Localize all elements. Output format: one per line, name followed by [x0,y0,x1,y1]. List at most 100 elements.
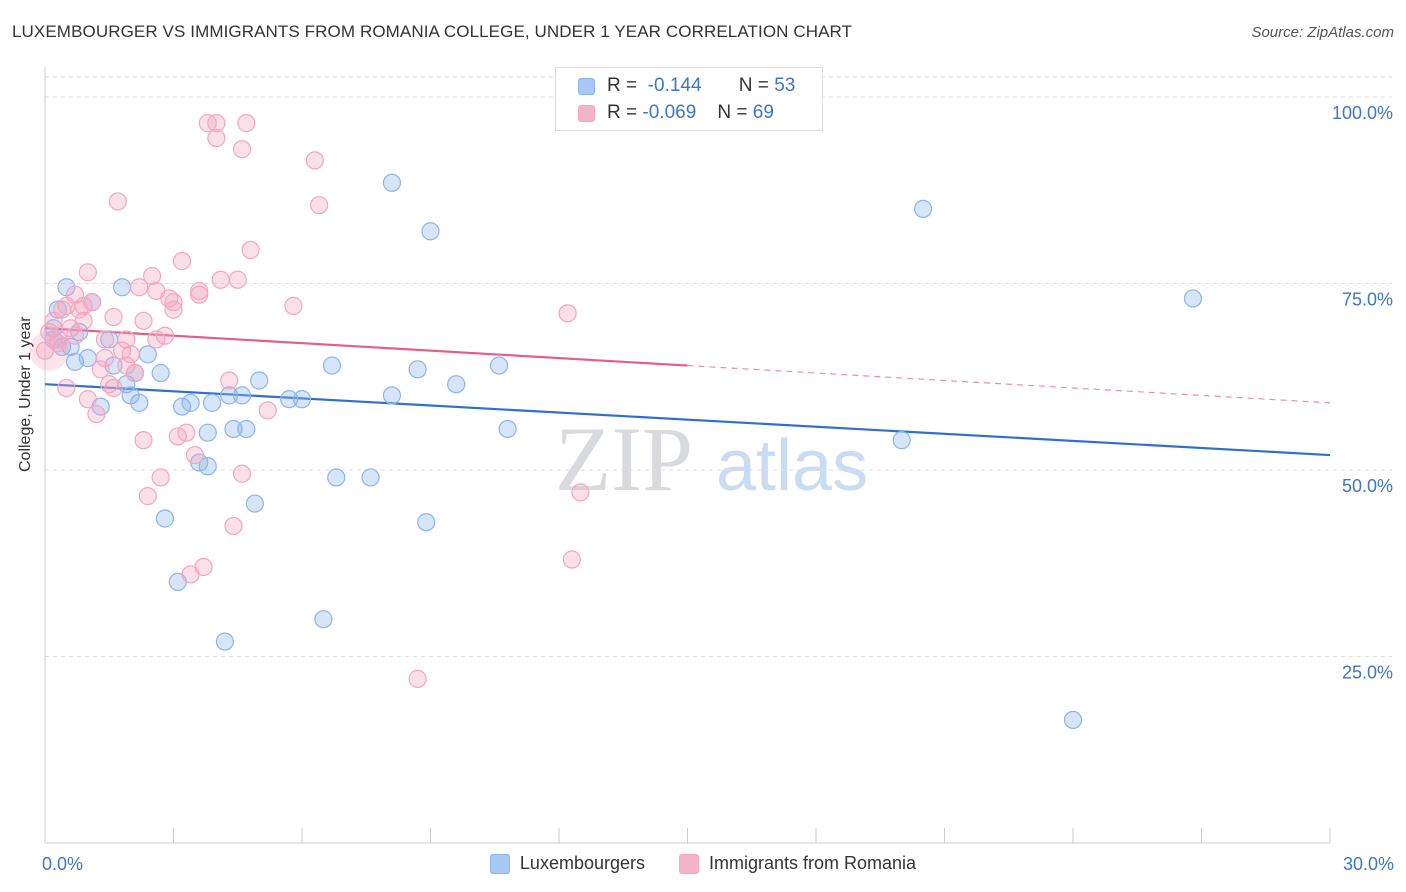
point-luxembourgers [361,468,380,487]
n-label: N = [717,102,748,123]
point-romania [207,114,226,133]
point-romania [164,300,183,319]
point-romania [207,128,226,148]
point-luxembourgers [215,632,234,651]
watermark-atlas: atlas [716,426,868,506]
source-label: Source: ZipAtlas.com [1251,24,1394,41]
point-romania [134,431,153,450]
point-romania [237,114,256,133]
y-tick-label: 50.0% [1342,476,1393,496]
point-romania [190,285,209,304]
r-label: R = [607,75,638,96]
point-romania [91,360,110,379]
y-axis-label: College, Under 1 year [17,316,34,472]
y-tick-label: 25.0% [1342,663,1393,683]
point-luxembourgers [138,345,157,364]
point-romania-cluster [29,330,70,371]
point-luxembourgers [382,173,402,192]
point-luxembourgers [232,386,252,405]
point-romania [78,390,97,409]
point-luxembourgers [1183,289,1203,308]
point-romania [74,311,93,330]
point-luxembourgers [382,386,402,405]
legend-swatch-romania [578,104,595,122]
point-romania [95,330,115,349]
point-romania [117,330,136,349]
point-romania [562,550,581,569]
point-romania [241,240,260,260]
n-value: 53 [774,75,796,96]
n-label: N = [738,75,769,96]
point-romania [134,311,153,330]
point-romania [305,151,324,170]
point-romania [571,483,590,502]
point-romania [232,140,252,159]
point-luxembourgers [447,375,466,394]
point-luxembourgers [417,513,436,532]
point-luxembourgers [421,222,440,241]
point-romania [151,468,170,487]
point-romania [65,326,85,345]
legend-swatch-luxembourgers [489,853,510,874]
point-romania [48,330,67,349]
point-luxembourgers [489,356,509,375]
point-romania [87,404,106,424]
point-luxembourgers [202,393,222,412]
r-value: -0.144 [647,75,702,96]
point-luxembourgers [245,494,264,513]
point-luxembourgers [198,423,217,442]
point-romania [558,304,577,323]
legend-swatch-romania [679,853,699,874]
point-romania [121,345,140,364]
point-luxembourgers [112,278,132,297]
legend-swatch-luxembourgers [578,77,595,95]
stats-legend-row-romania: R = -0.069 N = 69 [578,101,774,125]
legend-item-luxembourgers[interactable]: Luxembourgers [489,853,645,874]
x-tick-label: 30.0% [1343,854,1394,874]
point-romania [160,289,179,308]
point-romania [177,423,196,442]
r-value: -0.069 [642,102,697,123]
point-romania [185,445,205,465]
point-luxembourgers [1063,710,1083,730]
series-legend: Luxembourgers Immigrants from Romania [0,853,1406,874]
watermark-zip: ZIP [555,408,693,510]
point-romania [104,307,123,327]
trendline-romania-dashed [687,364,1331,404]
point-romania [232,464,252,483]
point-luxembourgers [280,390,299,409]
point-luxembourgers [322,356,342,375]
n-value: 69 [752,102,774,123]
point-romania [211,270,230,289]
point-romania [258,401,277,420]
point-romania [142,266,162,286]
point-luxembourgers [151,363,170,383]
point-romania [220,371,239,390]
point-luxembourgers [327,468,346,487]
trendline-luxembourgers [44,383,1331,457]
point-romania [104,378,123,398]
point-romania [408,669,427,688]
x-tick-label: 0.0% [42,854,83,874]
point-luxembourgers [130,393,149,412]
point-romania [108,192,127,211]
point-luxembourgers [408,360,427,379]
point-luxembourgers [237,419,256,439]
point-romania [155,326,175,345]
point-luxembourgers [498,419,517,439]
point-romania [310,196,329,215]
point-romania [138,487,157,506]
point-luxembourgers [155,509,175,528]
trendline-romania [44,327,688,367]
legend-item-romania[interactable]: Immigrants from Romania [679,853,916,874]
point-luxembourgers [224,419,243,439]
point-luxembourgers [292,390,312,409]
y-tick-label: 100.0% [1332,103,1393,123]
r-label: R = [607,102,638,123]
point-romania [57,378,76,398]
point-luxembourgers [892,431,911,450]
point-romania [224,516,243,536]
point-luxembourgers [913,199,933,218]
point-romania [172,252,192,271]
